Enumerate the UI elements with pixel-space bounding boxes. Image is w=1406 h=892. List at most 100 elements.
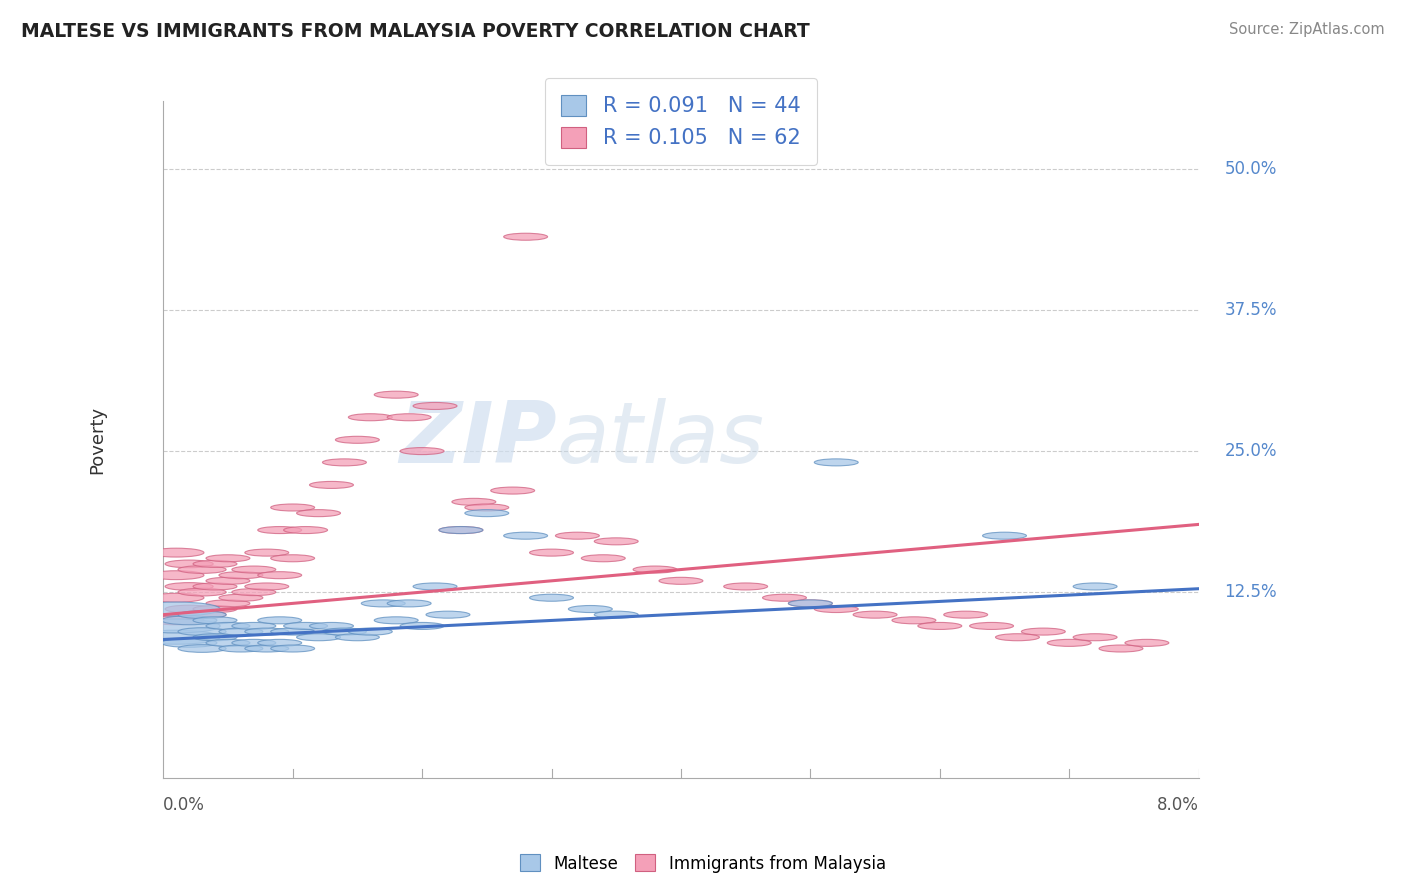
Ellipse shape bbox=[149, 549, 204, 558]
Ellipse shape bbox=[1021, 628, 1066, 635]
Ellipse shape bbox=[232, 623, 276, 630]
Ellipse shape bbox=[503, 533, 547, 539]
Text: 8.0%: 8.0% bbox=[1157, 797, 1199, 814]
Ellipse shape bbox=[179, 628, 226, 635]
Ellipse shape bbox=[465, 509, 509, 516]
Ellipse shape bbox=[271, 628, 315, 635]
Ellipse shape bbox=[814, 606, 858, 613]
Ellipse shape bbox=[918, 623, 962, 630]
Ellipse shape bbox=[465, 504, 509, 511]
Ellipse shape bbox=[491, 487, 534, 494]
Ellipse shape bbox=[162, 615, 217, 624]
Ellipse shape bbox=[271, 555, 315, 562]
Ellipse shape bbox=[132, 631, 221, 644]
Text: MALTESE VS IMMIGRANTS FROM MALAYSIA POVERTY CORRELATION CHART: MALTESE VS IMMIGRANTS FROM MALAYSIA POVE… bbox=[21, 22, 810, 41]
Ellipse shape bbox=[530, 549, 574, 556]
Ellipse shape bbox=[245, 628, 288, 635]
Ellipse shape bbox=[995, 633, 1039, 640]
Ellipse shape bbox=[219, 572, 263, 579]
Ellipse shape bbox=[207, 640, 250, 647]
Ellipse shape bbox=[232, 640, 276, 647]
Ellipse shape bbox=[595, 611, 638, 618]
Ellipse shape bbox=[284, 526, 328, 533]
Ellipse shape bbox=[257, 572, 302, 579]
Text: Source: ZipAtlas.com: Source: ZipAtlas.com bbox=[1229, 22, 1385, 37]
Ellipse shape bbox=[581, 555, 626, 562]
Ellipse shape bbox=[297, 509, 340, 516]
Ellipse shape bbox=[257, 526, 302, 533]
Ellipse shape bbox=[568, 606, 612, 613]
Ellipse shape bbox=[309, 623, 353, 630]
Ellipse shape bbox=[374, 616, 418, 624]
Ellipse shape bbox=[530, 594, 574, 601]
Ellipse shape bbox=[789, 600, 832, 607]
Ellipse shape bbox=[336, 436, 380, 443]
Ellipse shape bbox=[284, 623, 328, 630]
Ellipse shape bbox=[179, 566, 226, 574]
Ellipse shape bbox=[165, 560, 214, 567]
Ellipse shape bbox=[207, 577, 250, 584]
Ellipse shape bbox=[814, 458, 858, 466]
Ellipse shape bbox=[232, 566, 276, 573]
Text: 0.0%: 0.0% bbox=[163, 797, 205, 814]
Ellipse shape bbox=[193, 560, 238, 567]
Ellipse shape bbox=[322, 458, 367, 466]
Legend: R = 0.091   N = 44, R = 0.105   N = 62: R = 0.091 N = 44, R = 0.105 N = 62 bbox=[544, 78, 817, 165]
Ellipse shape bbox=[401, 448, 444, 455]
Ellipse shape bbox=[179, 611, 226, 618]
Ellipse shape bbox=[970, 623, 1014, 630]
Ellipse shape bbox=[659, 577, 703, 584]
Ellipse shape bbox=[165, 605, 214, 613]
Ellipse shape bbox=[361, 600, 405, 607]
Ellipse shape bbox=[179, 645, 226, 652]
Ellipse shape bbox=[1073, 583, 1118, 590]
Ellipse shape bbox=[245, 549, 288, 556]
Text: ZIP: ZIP bbox=[399, 399, 557, 482]
Ellipse shape bbox=[165, 582, 214, 591]
Ellipse shape bbox=[322, 628, 367, 635]
Ellipse shape bbox=[349, 414, 392, 421]
Ellipse shape bbox=[132, 602, 221, 616]
Ellipse shape bbox=[193, 616, 238, 624]
Ellipse shape bbox=[207, 600, 250, 607]
Ellipse shape bbox=[853, 611, 897, 618]
Ellipse shape bbox=[271, 504, 315, 511]
Ellipse shape bbox=[413, 583, 457, 590]
Ellipse shape bbox=[149, 571, 204, 580]
Ellipse shape bbox=[983, 533, 1026, 539]
Ellipse shape bbox=[451, 499, 496, 506]
Ellipse shape bbox=[1099, 645, 1143, 652]
Ellipse shape bbox=[387, 600, 432, 607]
Ellipse shape bbox=[789, 600, 832, 607]
Ellipse shape bbox=[1125, 640, 1168, 647]
Ellipse shape bbox=[724, 583, 768, 590]
Ellipse shape bbox=[232, 589, 276, 596]
Text: 25.0%: 25.0% bbox=[1225, 442, 1277, 460]
Text: atlas: atlas bbox=[557, 399, 765, 482]
Ellipse shape bbox=[891, 616, 936, 624]
Text: 12.5%: 12.5% bbox=[1225, 583, 1277, 601]
Ellipse shape bbox=[162, 639, 217, 648]
Ellipse shape bbox=[193, 633, 238, 640]
Text: 37.5%: 37.5% bbox=[1225, 301, 1277, 319]
Ellipse shape bbox=[555, 533, 599, 539]
Ellipse shape bbox=[207, 555, 250, 562]
Ellipse shape bbox=[297, 633, 340, 640]
Ellipse shape bbox=[633, 566, 678, 573]
Ellipse shape bbox=[132, 619, 221, 633]
Ellipse shape bbox=[1073, 633, 1118, 640]
Ellipse shape bbox=[219, 645, 263, 652]
Ellipse shape bbox=[387, 414, 432, 421]
Ellipse shape bbox=[943, 611, 987, 618]
Text: Poverty: Poverty bbox=[89, 406, 107, 474]
Ellipse shape bbox=[595, 538, 638, 545]
Ellipse shape bbox=[245, 645, 288, 652]
Ellipse shape bbox=[219, 594, 263, 601]
Ellipse shape bbox=[149, 593, 204, 602]
Ellipse shape bbox=[413, 402, 457, 409]
Ellipse shape bbox=[439, 526, 482, 533]
Ellipse shape bbox=[179, 588, 226, 596]
Ellipse shape bbox=[179, 611, 226, 618]
Ellipse shape bbox=[245, 583, 288, 590]
Ellipse shape bbox=[426, 611, 470, 618]
